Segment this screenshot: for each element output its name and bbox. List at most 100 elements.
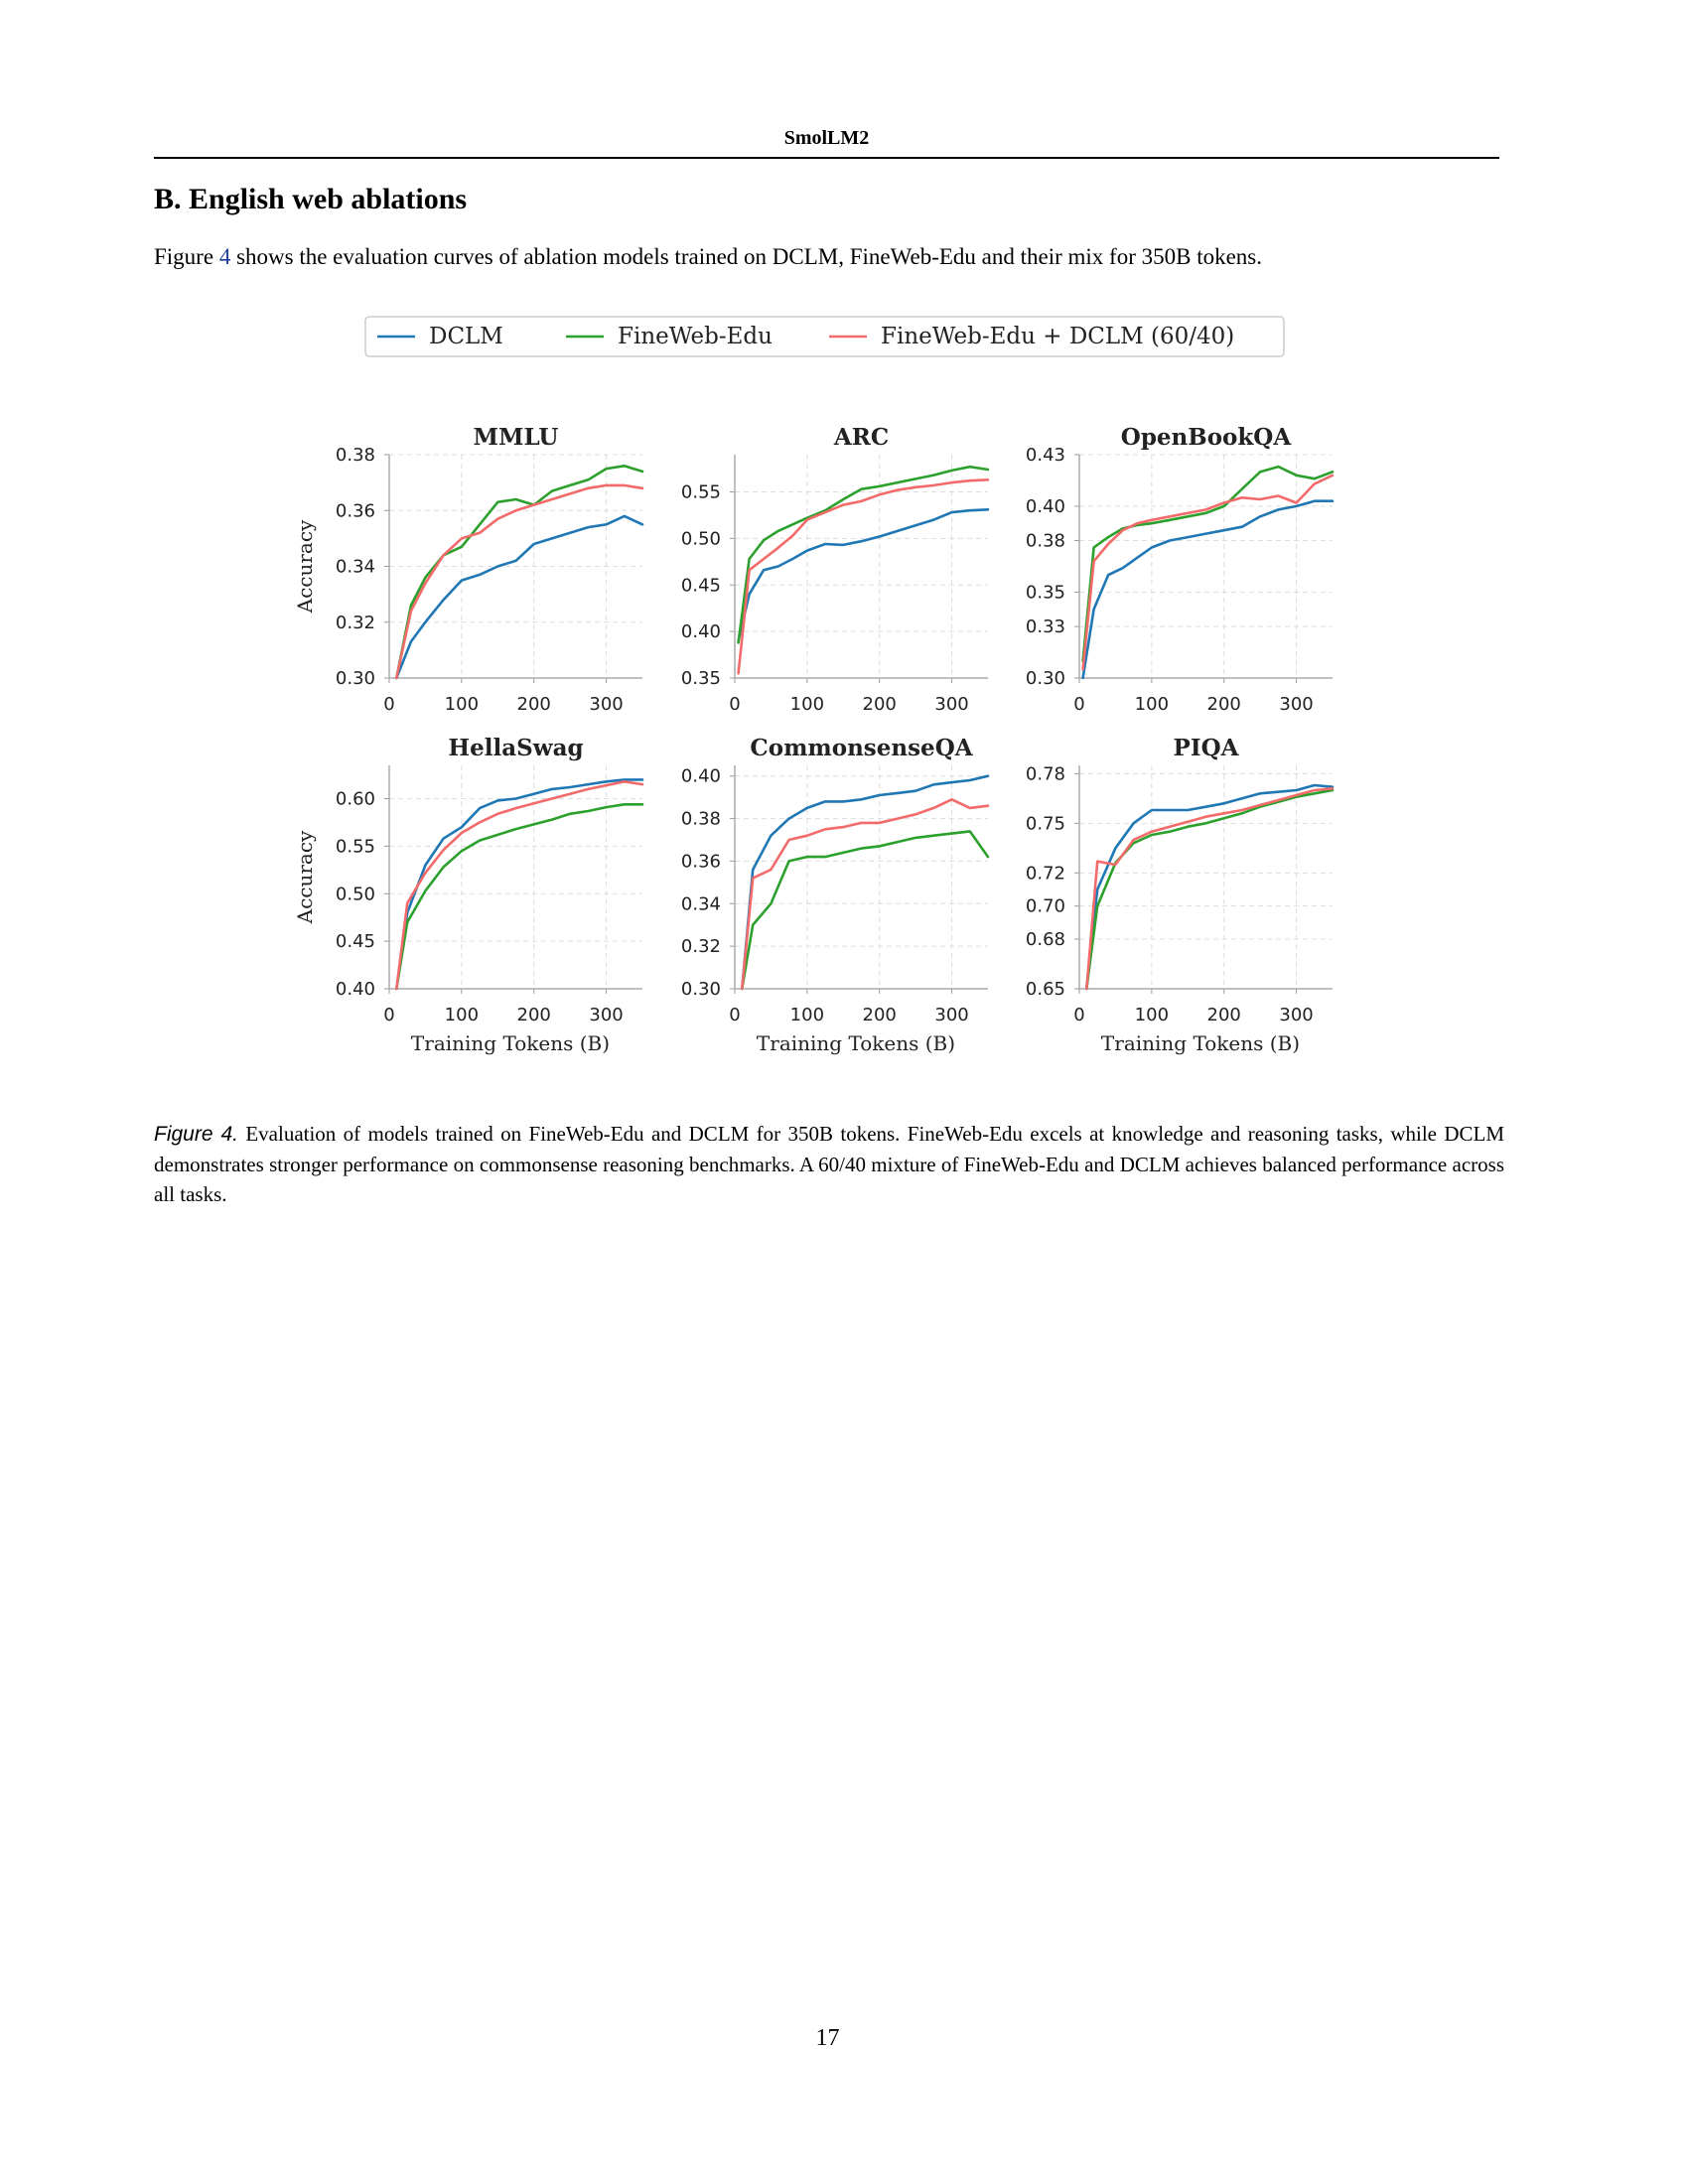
axis-label-y-hellaswag: Accuracy bbox=[293, 830, 317, 924]
tick-label-x-piqa: 0 bbox=[1073, 1005, 1084, 1025]
tick-label-y-commonsenseqa: 0.34 bbox=[681, 893, 721, 914]
panel-title-mmlu: MMLU bbox=[474, 424, 559, 451]
series-line-piqa-dclm bbox=[1084, 783, 1335, 991]
tick-label-y-hellaswag: 0.40 bbox=[336, 979, 375, 1000]
tick-label-y-piqa: 0.68 bbox=[1026, 929, 1065, 950]
tick-label-y-arc: 0.35 bbox=[681, 668, 721, 689]
tick-label-x-openbookqa: 300 bbox=[1279, 694, 1313, 715]
tick-label-x-commonsenseqa: 200 bbox=[863, 1005, 897, 1025]
figure-svg: DCLM FineWeb-Edu FineWeb-Edu + DCLM (60/40… bbox=[293, 316, 1335, 1055]
panel-title-commonsenseqa: CommonsenseQA bbox=[750, 735, 973, 761]
tick-label-x-arc: 0 bbox=[729, 694, 740, 715]
legend-label-fineweb-edu-dclm-60-40: FineWeb-Edu + DCLM (60/40) bbox=[881, 324, 1234, 349]
tick-label-y-arc: 0.50 bbox=[681, 528, 721, 549]
tick-label-y-piqa: 0.72 bbox=[1026, 863, 1065, 884]
axis-label-x-commonsenseqa: Training Tokens (B) bbox=[757, 1031, 955, 1055]
tick-label-y-openbookqa: 0.33 bbox=[1026, 616, 1065, 637]
series-line-mmlu-fineweb-edu-dclm-60-40 bbox=[395, 483, 644, 680]
tick-label-y-commonsenseqa: 0.32 bbox=[681, 936, 721, 957]
tick-label-y-commonsenseqa: 0.30 bbox=[681, 979, 721, 1000]
intro-suffix: shows the evaluation curves of ablation … bbox=[230, 244, 1263, 269]
tick-label-x-openbookqa: 100 bbox=[1135, 694, 1169, 715]
tick-label-y-hellaswag: 0.55 bbox=[336, 836, 375, 857]
tick-label-x-openbookqa: 0 bbox=[1073, 694, 1084, 715]
intro-paragraph: Figure 4 shows the evaluation curves of … bbox=[154, 242, 1504, 272]
tick-label-y-mmlu: 0.30 bbox=[336, 668, 375, 689]
intro-prefix: Figure bbox=[154, 244, 219, 269]
axis-label-x-piqa: Training Tokens (B) bbox=[1101, 1031, 1300, 1055]
tick-label-x-mmlu: 200 bbox=[517, 694, 551, 715]
legend-label-dclm: DCLM bbox=[429, 324, 503, 349]
series-line-commonsenseqa-dclm bbox=[740, 774, 990, 991]
tick-label-y-openbookqa: 0.43 bbox=[1026, 445, 1065, 466]
legend-label-fineweb-edu: FineWeb-Edu bbox=[618, 324, 773, 349]
axis-label-x-hellaswag: Training Tokens (B) bbox=[411, 1031, 610, 1055]
figure-caption: Figure 4. Evaluation of models trained o… bbox=[154, 1119, 1504, 1209]
tick-label-x-mmlu: 0 bbox=[383, 694, 394, 715]
tick-label-y-commonsenseqa: 0.38 bbox=[681, 809, 721, 830]
running-title: SmolLM2 bbox=[783, 127, 870, 149]
tick-label-x-piqa: 300 bbox=[1279, 1005, 1313, 1025]
tick-label-y-piqa: 0.75 bbox=[1026, 813, 1065, 834]
series-line-openbookqa-fineweb-edu bbox=[1081, 465, 1335, 663]
tick-label-y-arc: 0.45 bbox=[681, 575, 721, 596]
panel-title-openbookqa: OpenBookQA bbox=[1121, 424, 1293, 451]
series-line-hellaswag-dclm bbox=[395, 778, 644, 991]
tick-label-y-openbookqa: 0.35 bbox=[1026, 582, 1065, 603]
tick-label-x-piqa: 100 bbox=[1135, 1005, 1169, 1025]
series-line-hellaswag-fineweb-edu bbox=[395, 802, 644, 991]
header-rule bbox=[154, 157, 1499, 159]
series-line-mmlu-fineweb-edu bbox=[395, 465, 644, 680]
tick-label-x-arc: 300 bbox=[934, 694, 968, 715]
tick-label-x-hellaswag: 0 bbox=[383, 1005, 394, 1025]
tick-label-x-arc: 200 bbox=[863, 694, 897, 715]
section-title: B. English web ablations bbox=[154, 183, 468, 215]
caption-text: Evaluation of models trained on FineWeb-… bbox=[154, 1122, 1504, 1206]
tick-label-y-mmlu: 0.36 bbox=[336, 500, 375, 521]
series-line-hellaswag-fineweb-edu-dclm-60-40 bbox=[395, 779, 644, 991]
page-number: 17 bbox=[815, 2025, 840, 2051]
series-line-commonsenseqa-fineweb-edu bbox=[740, 830, 990, 991]
series-line-commonsenseqa-fineweb-edu-dclm-60-40 bbox=[740, 797, 990, 991]
tick-label-y-commonsenseqa: 0.40 bbox=[681, 766, 721, 787]
tick-label-x-hellaswag: 300 bbox=[589, 1005, 623, 1025]
series-line-piqa-fineweb-edu bbox=[1084, 788, 1335, 991]
panel-title-piqa: PIQA bbox=[1174, 735, 1240, 761]
tick-label-y-piqa: 0.70 bbox=[1026, 896, 1065, 917]
figure-4: DCLM FineWeb-Edu FineWeb-Edu + DCLM (60/40… bbox=[288, 313, 1390, 1087]
panel-title-arc: ARC bbox=[833, 424, 889, 451]
series-line-arc-fineweb-edu bbox=[737, 465, 990, 644]
tick-label-x-openbookqa: 200 bbox=[1207, 694, 1241, 715]
series-line-openbookqa-fineweb-edu-dclm-60-40 bbox=[1081, 474, 1335, 671]
tick-label-y-openbookqa: 0.40 bbox=[1026, 496, 1065, 517]
tick-label-y-piqa: 0.65 bbox=[1026, 979, 1065, 1000]
series-line-arc-fineweb-edu-dclm-60-40 bbox=[737, 478, 990, 675]
axis-label-y-mmlu: Accuracy bbox=[293, 519, 317, 614]
series-line-mmlu-dclm bbox=[395, 514, 644, 680]
tick-label-x-hellaswag: 100 bbox=[445, 1005, 479, 1025]
tick-label-y-hellaswag: 0.60 bbox=[336, 789, 375, 810]
legend-box bbox=[364, 316, 1285, 357]
tick-label-x-commonsenseqa: 100 bbox=[790, 1005, 824, 1025]
series-line-piqa-fineweb-edu-dclm-60-40 bbox=[1084, 786, 1335, 991]
tick-label-x-mmlu: 100 bbox=[445, 694, 479, 715]
tick-label-y-arc: 0.40 bbox=[681, 621, 721, 642]
figure-ref-link[interactable]: 4 bbox=[218, 244, 231, 269]
tick-label-y-openbookqa: 0.38 bbox=[1026, 531, 1065, 552]
tick-label-y-openbookqa: 0.30 bbox=[1026, 668, 1065, 689]
tick-label-y-arc: 0.55 bbox=[681, 482, 721, 503]
tick-label-y-mmlu: 0.38 bbox=[336, 445, 375, 466]
tick-label-y-hellaswag: 0.50 bbox=[336, 884, 375, 904]
series-line-arc-dclm bbox=[737, 508, 990, 642]
tick-label-y-mmlu: 0.34 bbox=[336, 557, 375, 578]
tick-label-y-commonsenseqa: 0.36 bbox=[681, 851, 721, 872]
series-line-openbookqa-dclm bbox=[1081, 499, 1335, 680]
tick-label-y-piqa: 0.78 bbox=[1026, 763, 1065, 784]
panel-title-hellaswag: HellaSwag bbox=[448, 735, 583, 761]
tick-label-y-hellaswag: 0.45 bbox=[336, 931, 375, 952]
tick-label-x-commonsenseqa: 300 bbox=[934, 1005, 968, 1025]
caption-label: Figure 4. bbox=[154, 1123, 238, 1146]
tick-label-x-mmlu: 300 bbox=[589, 694, 623, 715]
tick-label-y-mmlu: 0.32 bbox=[336, 613, 375, 633]
tick-label-x-arc: 100 bbox=[790, 694, 824, 715]
